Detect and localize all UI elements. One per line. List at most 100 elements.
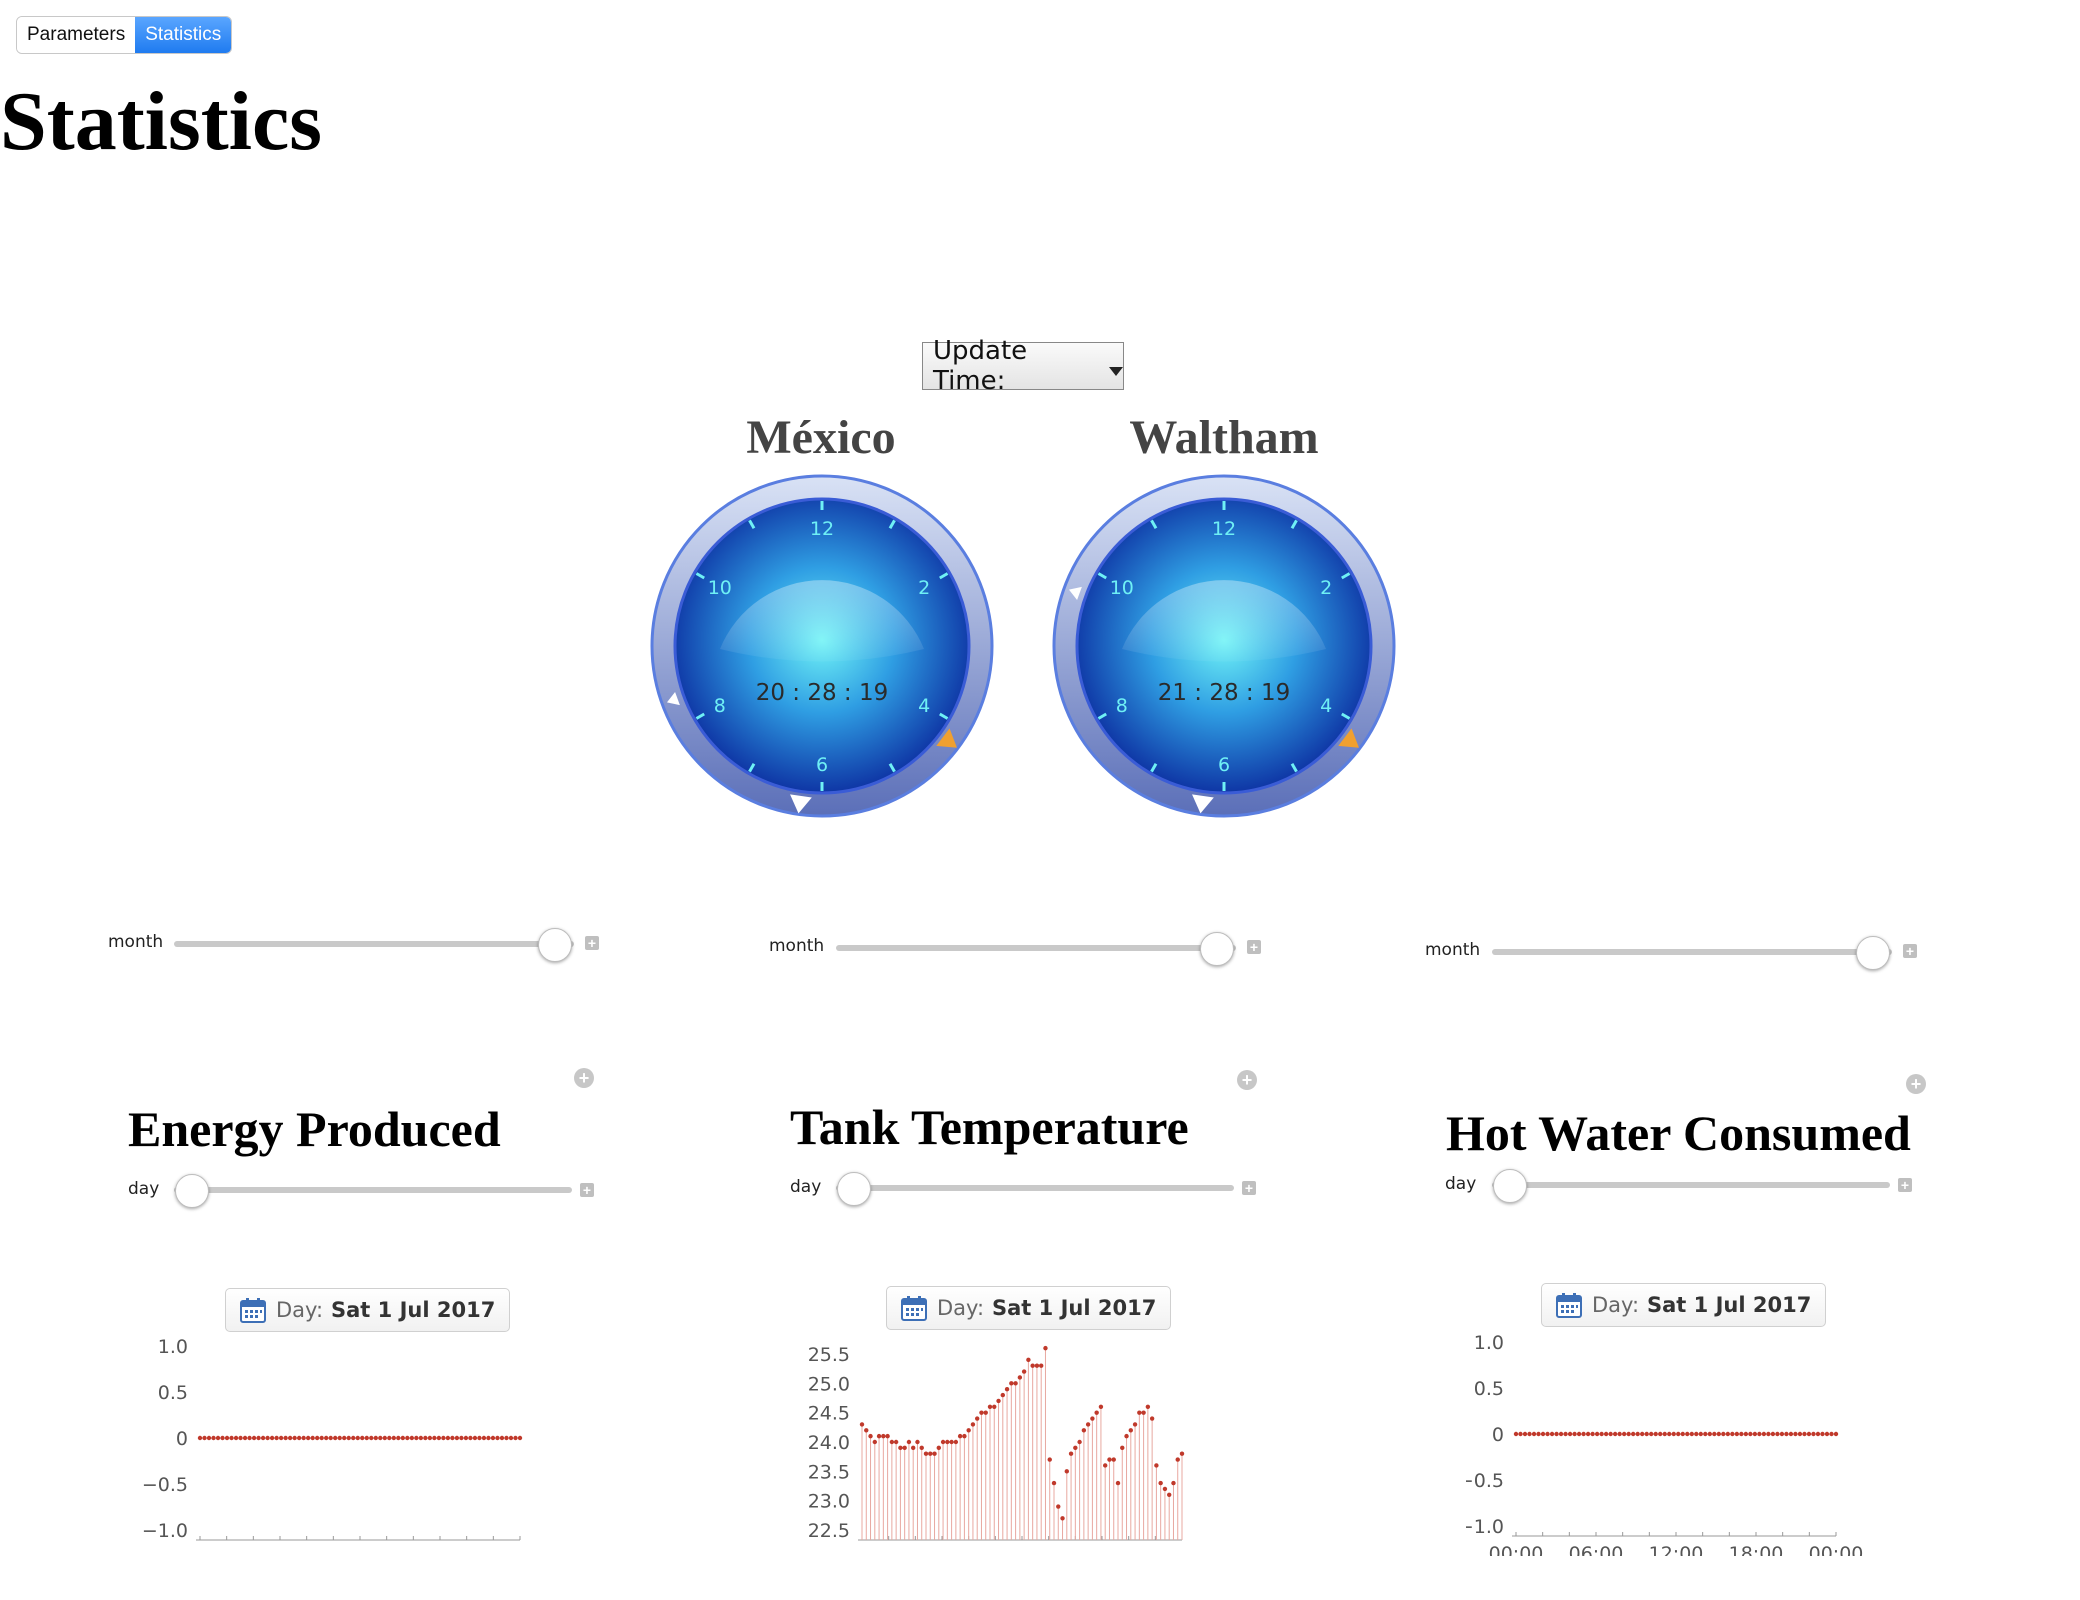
data-point — [238, 1435, 243, 1441]
data-point — [885, 1433, 890, 1439]
data-point — [1115, 1480, 1121, 1486]
data-point — [1540, 1431, 1546, 1437]
data-point — [224, 1435, 230, 1441]
data-point — [432, 1435, 437, 1441]
y-tick-label: 24.0 — [808, 1432, 850, 1454]
data-point — [1518, 1431, 1523, 1437]
data-point — [310, 1435, 315, 1441]
data-point — [1829, 1431, 1834, 1437]
x-tick-label: 18:00 — [1729, 1543, 1784, 1556]
expand-icon[interactable]: + — [1247, 940, 1261, 954]
data-point — [1531, 1431, 1537, 1437]
month-slider-track[interactable] — [1492, 949, 1892, 955]
data-point — [911, 1445, 916, 1451]
date-picker-button[interactable]: Day: Sat 1 Jul 2017 — [886, 1286, 1172, 1330]
clock-numeral: 2 — [1320, 577, 1332, 599]
data-point — [450, 1435, 455, 1441]
day-slider-knob[interactable] — [837, 1172, 871, 1206]
data-point — [342, 1435, 347, 1441]
date-chip-value: Sat 1 Jul 2017 — [331, 1298, 496, 1322]
clock-indicator-icon — [666, 692, 680, 706]
data-point — [1743, 1431, 1749, 1437]
data-point — [979, 1410, 984, 1415]
data-point — [409, 1435, 415, 1441]
data-point — [940, 1439, 946, 1445]
data-point — [1662, 1431, 1667, 1437]
clock-tick — [695, 712, 705, 720]
data-point — [1068, 1451, 1074, 1456]
data-point — [517, 1435, 523, 1441]
month-slider-label: month — [769, 936, 825, 956]
expand-icon[interactable]: + — [1903, 944, 1917, 958]
add-circle-icon[interactable]: + — [1906, 1074, 1926, 1094]
day-slider-track[interactable] — [1492, 1182, 1890, 1188]
clock-numeral: 6 — [1218, 754, 1230, 776]
expand-icon[interactable]: + — [1242, 1181, 1256, 1195]
expand-icon[interactable]: + — [580, 1183, 594, 1197]
day-slider-knob[interactable] — [1493, 1169, 1527, 1203]
data-point — [970, 1422, 976, 1427]
clock-numeral: 12 — [810, 518, 834, 540]
clock-indicator-icon — [790, 794, 812, 814]
data-point — [499, 1435, 505, 1441]
day-slider-knob[interactable] — [175, 1174, 209, 1208]
month-slider-knob[interactable] — [1856, 936, 1890, 970]
data-point — [1576, 1431, 1582, 1437]
data-point — [1026, 1357, 1031, 1363]
data-point — [1721, 1431, 1726, 1437]
panel-title-energy-produced: Energy Produced — [128, 1101, 501, 1157]
data-point — [441, 1435, 446, 1441]
date-picker-button[interactable]: Day: Sat 1 Jul 2017 — [1541, 1283, 1827, 1327]
data-point — [292, 1435, 297, 1441]
data-point — [1527, 1431, 1532, 1437]
data-point — [459, 1435, 464, 1441]
data-point — [211, 1435, 216, 1441]
add-circle-icon[interactable]: + — [1237, 1070, 1257, 1090]
expand-icon[interactable]: + — [1898, 1178, 1912, 1192]
data-point — [928, 1451, 933, 1456]
data-point — [242, 1435, 248, 1441]
data-point — [251, 1435, 257, 1441]
day-slider-track[interactable] — [836, 1185, 1234, 1191]
data-point — [418, 1435, 424, 1441]
data-point — [1013, 1381, 1018, 1386]
data-point — [369, 1435, 374, 1441]
tab-parameters[interactable]: Parameters — [17, 17, 136, 53]
data-point — [1644, 1431, 1649, 1437]
data-point — [1617, 1431, 1622, 1437]
data-point — [1671, 1431, 1676, 1437]
data-point — [247, 1435, 252, 1441]
data-point — [1545, 1431, 1550, 1437]
data-point — [1034, 1363, 1040, 1368]
data-point — [305, 1435, 311, 1441]
data-point — [1043, 1345, 1048, 1351]
data-point — [1630, 1431, 1636, 1437]
y-tick-label: 0 — [176, 1428, 188, 1450]
clock-numeral: 12 — [1212, 518, 1236, 540]
data-point — [391, 1435, 397, 1441]
month-slider-knob[interactable] — [1200, 932, 1234, 966]
add-circle-icon[interactable]: + — [574, 1068, 594, 1088]
date-picker-button[interactable]: Day: Sat 1 Jul 2017 — [225, 1288, 511, 1332]
data-point — [1145, 1404, 1151, 1409]
data-point — [495, 1435, 500, 1441]
month-slider-knob[interactable] — [538, 928, 572, 962]
month-slider-track[interactable] — [174, 941, 574, 947]
data-point — [923, 1451, 929, 1456]
clock-indicator-icon — [1068, 586, 1082, 600]
data-point — [1824, 1431, 1830, 1437]
data-point — [889, 1439, 895, 1445]
expand-icon[interactable]: + — [585, 936, 599, 950]
y-tick-label: 0.5 — [158, 1382, 188, 1404]
clock-numeral: 8 — [1116, 695, 1128, 717]
data-point — [382, 1435, 387, 1441]
data-point — [351, 1435, 356, 1441]
y-tick-label: 23.5 — [808, 1461, 850, 1483]
update-time-dropdown[interactable]: Update Time: — [922, 336, 1124, 396]
day-slider-label: day — [1445, 1174, 1477, 1194]
data-point — [1128, 1428, 1133, 1433]
tab-statistics[interactable]: Statistics — [135, 17, 232, 53]
day-slider-track[interactable] — [174, 1187, 572, 1193]
month-slider-track[interactable] — [836, 945, 1236, 951]
clock-tick — [1341, 572, 1351, 580]
